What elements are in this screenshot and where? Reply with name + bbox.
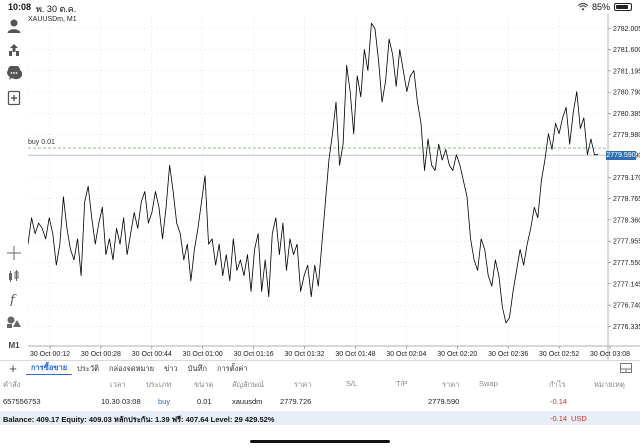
tab-trade[interactable]: การซื้อขาย xyxy=(26,362,73,375)
battery-percent: 85% xyxy=(591,2,610,12)
x-tick-label: 30 Oct 00:12 xyxy=(30,351,70,358)
y-tick-label: 2779.170 xyxy=(613,175,640,182)
tab-journal[interactable]: บันทึก xyxy=(187,363,208,373)
account-summary-bar: Balance: 409.17 Equity: 409.03 หลักประกั… xyxy=(0,411,640,425)
x-tick-label: 30 Oct 01:48 xyxy=(335,351,375,358)
y-tick-label: 2778.765 xyxy=(613,196,640,203)
new-order-icon[interactable] xyxy=(4,88,24,108)
y-tick-label: 2777.955 xyxy=(613,239,640,246)
y-tick-label: 2777.145 xyxy=(613,281,640,288)
objects-icon[interactable] xyxy=(4,312,24,332)
status-time: 10:08 xyxy=(8,2,32,12)
x-tick-label: 30 Oct 02:20 xyxy=(437,351,477,358)
total-profit: -0.14 xyxy=(550,414,568,423)
col-order: คำสั่ง xyxy=(3,380,21,389)
trade-icon[interactable] xyxy=(4,40,24,60)
status-date: พ. 30 ต.ค. xyxy=(36,4,77,14)
chart-toolbar: f M1 xyxy=(0,14,28,354)
col-price: ราคา xyxy=(294,380,312,389)
y-tick-label: 2780.385 xyxy=(613,111,640,118)
y-tick-label: 2782.005 xyxy=(613,26,640,33)
y-tick-label: 2779.980 xyxy=(613,132,640,139)
tab-mailbox[interactable]: กล่องจดหมาย xyxy=(109,363,155,373)
indicators-icon[interactable] xyxy=(4,266,24,286)
y-tick-label: 2777.550 xyxy=(613,260,640,267)
price-chart[interactable]: 2782.005 2781.600 2781.195 2780.790 2780.385… xyxy=(28,14,640,360)
order-type: buy xyxy=(158,397,171,406)
x-tick-label: 30 Oct 01:32 xyxy=(284,351,324,358)
col-swap: Swap xyxy=(479,379,498,388)
tab-settings[interactable]: การตั้งค่า xyxy=(217,363,248,373)
account-summary: Balance: 409.17 Equity: 409.03 หลักประกั… xyxy=(3,415,275,424)
y-tick-label: 2780.790 xyxy=(613,90,640,97)
current-price-tag: 2779.590 xyxy=(606,150,636,160)
col-time: เวลา xyxy=(110,380,126,389)
col-size: ขนาด xyxy=(194,380,214,389)
timeframe-button[interactable]: M1 xyxy=(8,340,20,350)
account-icon[interactable] xyxy=(4,16,24,36)
x-tick-label: 30 Oct 01:00 xyxy=(183,351,223,358)
expand-panel-icon[interactable] xyxy=(620,362,632,375)
col-sl: S/L xyxy=(346,379,358,388)
x-tick-label: 30 Oct 01:16 xyxy=(234,351,274,358)
svg-text:f: f xyxy=(9,293,17,306)
x-tick-label: 30 Oct 02:36 xyxy=(488,351,528,358)
home-indicator xyxy=(250,440,390,443)
x-tick-label: 30 Oct 00:44 xyxy=(132,351,172,358)
y-tick-label: 2776.335 xyxy=(613,324,640,331)
y-tick-label: 2776.740 xyxy=(613,303,640,310)
terminal-tabbar: + การซื้อขาย ประวัติ กล่องจดหมาย ข่าว บั… xyxy=(0,360,640,376)
x-tick-label: 30 Oct 03:08 xyxy=(590,351,630,358)
table-row[interactable]: 657556753 10.30 03:08 buy 0.01 xauusdm 2… xyxy=(0,395,640,409)
status-right: 85% xyxy=(577,2,632,12)
chart-canvas[interactable]: 2782.005 2781.600 2781.195 2780.790 2780.385… xyxy=(28,14,640,360)
account-currency: USD xyxy=(571,414,587,423)
order-time: 10.30 03:08 xyxy=(101,397,141,406)
order-id: 657556753 xyxy=(3,397,41,406)
order-profit: -0.14 xyxy=(550,397,568,406)
col-symbol: สัญลักษณ์ xyxy=(232,380,265,389)
order-size: 0.01 xyxy=(197,397,212,406)
add-icon[interactable]: + xyxy=(9,361,17,376)
function-icon[interactable]: f xyxy=(4,289,24,309)
tab-history[interactable]: ประวัติ xyxy=(77,363,100,373)
status-bar: 10:08 พ. 30 ต.ค. 85% xyxy=(0,0,640,14)
y-tick-label: 2781.195 xyxy=(613,68,640,75)
chart-symbol: XAUUSDm, M1 xyxy=(28,16,77,23)
col-current-price: ราคา xyxy=(442,380,460,389)
x-tick-label: 30 Oct 02:52 xyxy=(539,351,579,358)
price-line xyxy=(28,22,598,324)
chat-icon[interactable] xyxy=(4,64,24,84)
y-tick-label: 2778.360 xyxy=(613,217,640,224)
col-comment: หมายเหตุ xyxy=(594,380,625,389)
col-type: ประเภท xyxy=(146,380,172,389)
battery-icon xyxy=(614,3,632,11)
x-tick-label: 30 Oct 00:28 xyxy=(81,351,121,358)
wifi-icon xyxy=(577,3,588,11)
x-tick-label: 30 Oct 02:04 xyxy=(386,351,426,358)
tab-news[interactable]: ข่าว xyxy=(164,363,178,373)
col-profit: กำไร xyxy=(549,380,566,389)
orders-table-header: คำสั่ง เวลา ประเภท ขนาด สัญลักษณ์ ราคา S… xyxy=(0,377,640,391)
crosshair-icon[interactable] xyxy=(4,243,24,263)
order-symbol: xauusdm xyxy=(232,397,263,406)
order-current-price: 2779.590 xyxy=(428,397,460,406)
y-tick-label: 2781.600 xyxy=(613,47,640,54)
col-tp: T/P xyxy=(396,379,408,388)
order-label: buy 0.01 xyxy=(28,139,55,147)
order-open-price: 2779.726 xyxy=(280,397,312,406)
